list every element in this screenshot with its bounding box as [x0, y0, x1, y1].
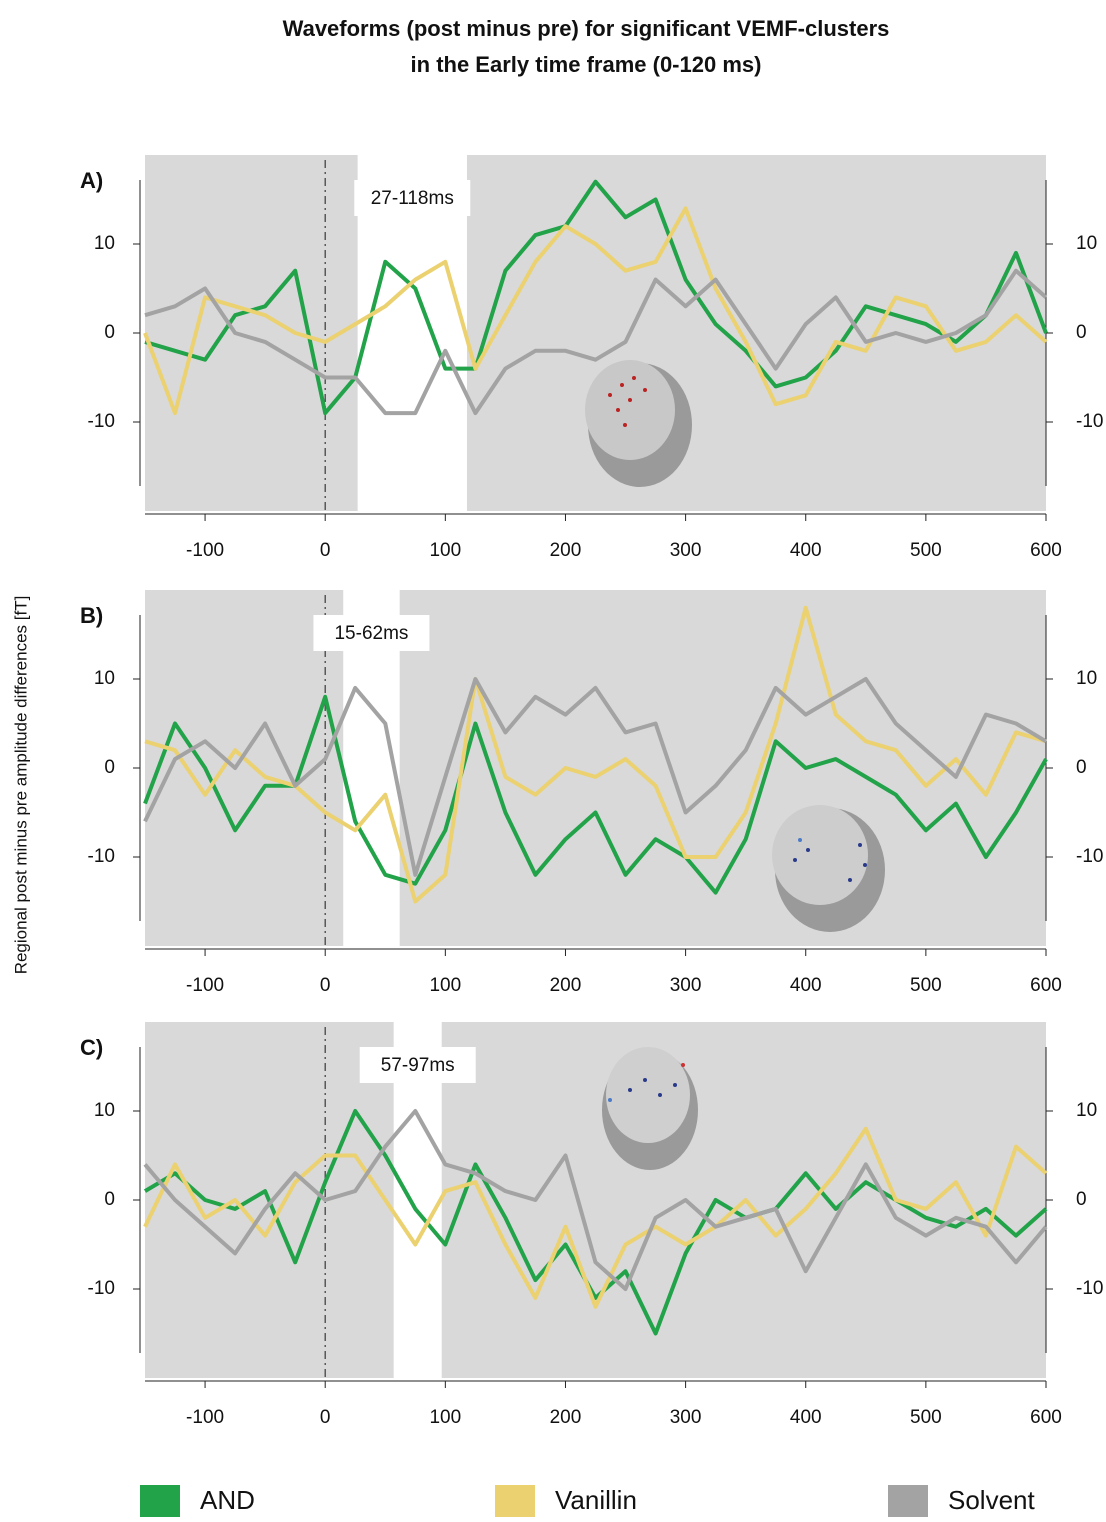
y-tick-label: -10 [88, 846, 115, 867]
y-tick-label: 10 [94, 1100, 115, 1121]
x-tick-label: 300 [670, 1407, 702, 1428]
y-tick-label: -10 [88, 411, 115, 432]
head-icon [602, 1047, 698, 1170]
y-tick-label: 10 [1076, 668, 1097, 689]
window-label: 15-62ms [334, 623, 408, 644]
head-icon [772, 805, 885, 932]
title-line: in the Early time frame (0-120 ms) [411, 52, 762, 77]
x-tick-label: 0 [320, 1407, 331, 1428]
x-tick-label: 200 [550, 975, 582, 996]
x-tick-label: 600 [1030, 1407, 1062, 1428]
x-tick-label: 0 [320, 975, 331, 996]
y-tick-label: -10 [1076, 411, 1103, 432]
x-tick-label: 300 [670, 540, 702, 561]
x-tick-label: 500 [910, 1407, 942, 1428]
y-axis-label: Regional post minus pre amplitude differ… [11, 596, 30, 975]
y-tick-label: 0 [104, 322, 115, 343]
waveform [143, 1126, 1048, 1309]
legend-label: Solvent [948, 1485, 1035, 1515]
x-tick-label: 600 [1030, 540, 1062, 561]
plot-background [145, 155, 1046, 511]
x-tick-label: 0 [320, 540, 331, 561]
waveform [144, 179, 1048, 416]
waveform [143, 1109, 1048, 1291]
head-icon [585, 360, 692, 487]
y-tick-label: -10 [1076, 1278, 1103, 1299]
legend-label: Vanillin [555, 1485, 637, 1515]
y-tick-label: 10 [94, 668, 115, 689]
plot-background [145, 590, 1046, 946]
x-tick-label: 100 [429, 975, 461, 996]
waveform [144, 268, 1048, 416]
window-label-box [313, 615, 430, 651]
y-tick-label: -10 [88, 1278, 115, 1299]
x-tick-label: 500 [910, 540, 942, 561]
x-tick-label: 300 [670, 975, 702, 996]
title-line: Waveforms (post minus pre) for significa… [283, 16, 890, 41]
window-label: 57-97ms [381, 1055, 455, 1076]
y-tick-label: 10 [1076, 233, 1097, 254]
x-tick-label: 400 [790, 540, 822, 561]
y-tick-label: 10 [94, 233, 115, 254]
x-tick-label: 100 [429, 540, 461, 561]
legend-swatch [495, 1485, 535, 1517]
y-tick-label: 10 [1076, 1100, 1097, 1121]
y-tick-label: 0 [1076, 1189, 1087, 1210]
x-tick-label: -100 [186, 540, 224, 561]
x-tick-label: 100 [429, 1407, 461, 1428]
waveform [143, 677, 1048, 877]
y-tick-label: -10 [1076, 846, 1103, 867]
plots: -10 -100 010 10-100 0 100 200 300 400 500 600A)27-… [80, 155, 1103, 1428]
x-tick-label: 600 [1030, 975, 1062, 996]
x-tick-label: 400 [790, 975, 822, 996]
plot-background [145, 1022, 1046, 1378]
panel-label: C) [80, 1035, 103, 1060]
legend-label: AND [200, 1485, 255, 1515]
legend-swatch [140, 1485, 180, 1517]
x-tick-label: -100 [186, 975, 224, 996]
waveform [143, 206, 1048, 416]
window-label: 27-118ms [371, 188, 454, 209]
legend-swatch [888, 1485, 928, 1517]
x-tick-label: 400 [790, 1407, 822, 1428]
x-tick-label: 500 [910, 975, 942, 996]
window-label-box [354, 180, 471, 216]
x-tick-label: -100 [186, 1407, 224, 1428]
x-tick-label: 200 [550, 1407, 582, 1428]
y-tick-label: 0 [1076, 322, 1087, 343]
window-label-box [359, 1047, 476, 1083]
y-tick-label: 0 [1076, 757, 1087, 778]
panel-label: A) [80, 168, 103, 193]
y-tick-label: 0 [104, 1189, 115, 1210]
panel-label: B) [80, 603, 103, 628]
x-tick-label: 200 [550, 540, 582, 561]
y-tick-label: 0 [104, 757, 115, 778]
